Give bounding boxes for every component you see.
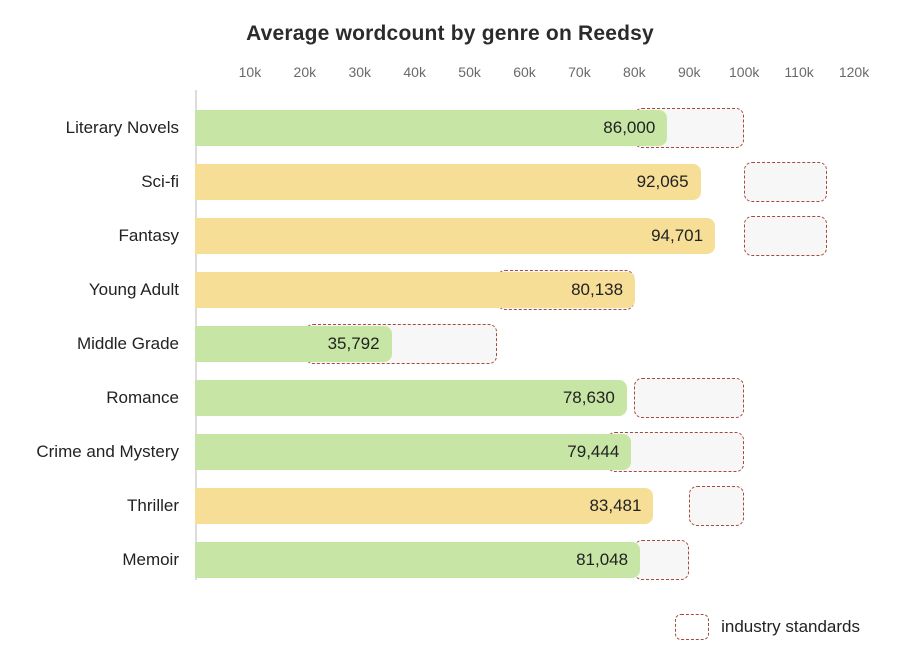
x-tick-label: 70k xyxy=(568,64,591,80)
bar: 35,792 xyxy=(195,326,392,362)
legend-swatch xyxy=(675,614,709,640)
industry-range xyxy=(634,540,689,580)
bar: 86,000 xyxy=(195,110,667,146)
x-tick-label: 110k xyxy=(784,64,813,80)
bar-value-label: 83,481 xyxy=(589,496,641,516)
x-tick-label: 120k xyxy=(839,64,869,80)
bar-value-label: 94,701 xyxy=(651,226,703,246)
category-label: Literary Novels xyxy=(66,118,179,138)
bar-value-label: 80,138 xyxy=(571,280,623,300)
x-tick-label: 80k xyxy=(623,64,646,80)
x-tick-label: 30k xyxy=(348,64,371,80)
bar-value-label: 86,000 xyxy=(603,118,655,138)
industry-range xyxy=(744,216,826,256)
category-label: Thriller xyxy=(127,496,179,516)
x-tick-label: 50k xyxy=(458,64,481,80)
legend: industry standards xyxy=(675,614,860,640)
bar: 78,630 xyxy=(195,380,627,416)
bar-value-label: 78,630 xyxy=(563,388,615,408)
bar-value-label: 92,065 xyxy=(637,172,689,192)
category-label: Romance xyxy=(106,388,179,408)
category-label: Crime and Mystery xyxy=(36,442,179,462)
bar: 94,701 xyxy=(195,218,715,254)
x-tick-label: 100k xyxy=(729,64,759,80)
x-tick-label: 20k xyxy=(294,64,317,80)
x-tick-label: 40k xyxy=(403,64,426,80)
industry-range xyxy=(634,378,744,418)
bar: 83,481 xyxy=(195,488,653,524)
category-label: Young Adult xyxy=(89,280,179,300)
wordcount-chart: Average wordcount by genre on Reedsy 10k… xyxy=(0,0,900,660)
bar: 81,048 xyxy=(195,542,640,578)
industry-range xyxy=(744,162,826,202)
bar: 80,138 xyxy=(195,272,635,308)
industry-range xyxy=(689,486,744,526)
plot-area: 10k20k30k40k50k60k70k80k90k100k110k120kL… xyxy=(195,90,865,580)
x-tick-label: 60k xyxy=(513,64,536,80)
legend-label: industry standards xyxy=(721,617,860,637)
bar: 92,065 xyxy=(195,164,701,200)
category-label: Fantasy xyxy=(119,226,179,246)
x-tick-label: 10k xyxy=(239,64,262,80)
bar-value-label: 81,048 xyxy=(576,550,628,570)
chart-title: Average wordcount by genre on Reedsy xyxy=(0,22,900,46)
bar: 79,444 xyxy=(195,434,631,470)
category-label: Sci-fi xyxy=(141,172,179,192)
bar-value-label: 79,444 xyxy=(567,442,619,462)
bar-value-label: 35,792 xyxy=(328,334,380,354)
category-label: Memoir xyxy=(122,550,179,570)
category-label: Middle Grade xyxy=(77,334,179,354)
x-tick-label: 90k xyxy=(678,64,701,80)
